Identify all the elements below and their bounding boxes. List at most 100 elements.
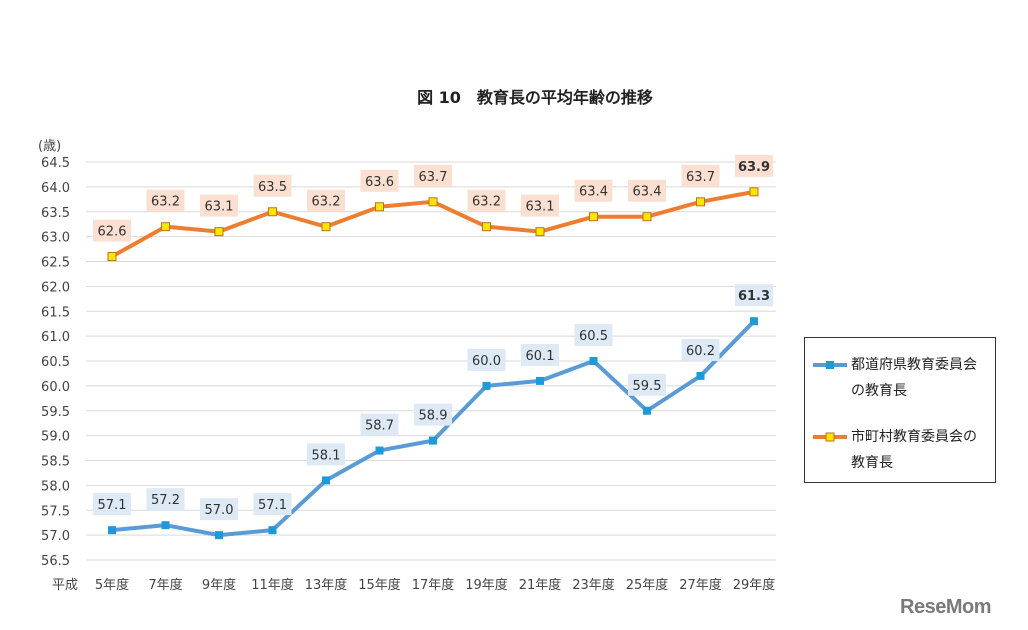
- data-point: [321, 222, 331, 232]
- y-axis-ticks: 56.5 57.0 57.5 58.0 58.5 59.0 59.5 60.0 60.5 61.0…: [41, 156, 70, 569]
- data-label: 63.5: [258, 180, 287, 195]
- x-tick-label: 15年度: [358, 577, 401, 593]
- data-point: [696, 371, 705, 380]
- x-tick-label: 11年度: [251, 577, 294, 593]
- x-axis-era-label: 平成: [52, 578, 78, 593]
- data-labels: 57.1 57.2 57.0 57.1 58.1 58.7 58.9 60.0 60.1 60.5…: [93, 154, 773, 521]
- y-tick-label: 62.0: [41, 280, 70, 295]
- data-label-bg: [628, 179, 666, 202]
- legend-label-prefectural-line2: の教育長: [851, 383, 907, 399]
- data-label: 63.2: [312, 195, 341, 210]
- data-label-bg: [253, 493, 292, 516]
- data-label-bg: [360, 169, 399, 192]
- y-tick-label: 63.5: [41, 206, 70, 221]
- x-tick-label: 25年度: [626, 577, 669, 593]
- data-label: 63.4: [633, 185, 662, 200]
- data-label-bg: [574, 324, 613, 346]
- data-label-bg: [681, 338, 720, 361]
- data-label: 57.1: [258, 498, 287, 513]
- data-label: 60.0: [472, 354, 501, 369]
- x-axis-ticks: 5年度 7年度 9年度 11年度 13年度 15年度 17年度 19年度 21年度 23年度 25年…: [95, 577, 775, 593]
- data-label-bg: [467, 348, 506, 371]
- data-label-bg: [146, 488, 185, 511]
- data-label-bg: [253, 174, 292, 197]
- legend-label-prefectural-line1: 都道府県教育委員会: [851, 357, 977, 373]
- data-label: 57.1: [98, 498, 127, 513]
- legend-label-municipal-line1: 市町村教育委員会の: [851, 429, 977, 445]
- data-point: [536, 376, 544, 385]
- series-lines: [107, 187, 759, 540]
- data-label: 58.9: [419, 409, 448, 424]
- data-label-bg: [681, 164, 720, 187]
- data-point: [749, 187, 759, 197]
- legend-swatch-municipal: [813, 432, 847, 442]
- data-label: 60.2: [686, 344, 715, 359]
- data-label: 59.5: [633, 379, 662, 394]
- data-point: [429, 436, 437, 445]
- data-point: [161, 222, 170, 232]
- y-tick-label: 60.0: [41, 380, 70, 395]
- y-tick-label: 59.0: [41, 430, 70, 445]
- data-label-bg: [735, 284, 773, 307]
- data-label-bg: [146, 189, 185, 212]
- data-label-bg: [628, 373, 666, 396]
- chart-title: 図 10 教育長の平均年齢の推移: [417, 88, 653, 107]
- data-point: [107, 252, 117, 262]
- legend-swatch-prefectural: [813, 361, 847, 369]
- x-tick-label: 17年度: [412, 577, 455, 593]
- data-label-bg: [414, 164, 452, 187]
- y-tick-label: 58.5: [41, 455, 70, 470]
- data-label-bg: [93, 493, 131, 516]
- data-label: 61.3: [738, 289, 770, 304]
- data-label-bg: [307, 189, 345, 212]
- data-point: [215, 531, 223, 540]
- data-label: 63.6: [365, 175, 394, 190]
- data-label: 57.0: [205, 503, 234, 518]
- x-tick-label: 13年度: [305, 577, 348, 593]
- data-label-bg: [521, 343, 559, 366]
- data-label: 60.5: [579, 329, 608, 344]
- y-tick-label: 57.5: [41, 504, 70, 519]
- data-point: [750, 317, 758, 326]
- y-tick-label: 62.5: [41, 256, 70, 271]
- data-label-bg: [360, 413, 399, 436]
- data-point: [214, 227, 224, 237]
- legend-label-municipal-line2: 教育長: [851, 455, 893, 471]
- data-label: 63.9: [738, 160, 770, 175]
- data-label-bg: [574, 179, 613, 202]
- data-label: 63.2: [151, 195, 180, 210]
- data-point: [482, 222, 491, 232]
- data-label: 63.7: [686, 170, 715, 185]
- data-point: [643, 406, 651, 415]
- y-tick-label: 57.0: [41, 529, 70, 544]
- data-label: 58.1: [312, 448, 341, 463]
- data-label-bg: [521, 194, 559, 217]
- y-tick-label: 61.5: [41, 305, 70, 320]
- y-tick-label: 61.0: [41, 330, 70, 345]
- data-point: [642, 212, 652, 222]
- y-axis-unit-label: (歳): [38, 139, 61, 154]
- resemom-logo: ReseMom: [900, 596, 991, 618]
- y-tick-label: 56.5: [41, 554, 70, 569]
- legend: 都道府県教育委員会 の教育長 市町村教育委員会の 教育長: [804, 337, 996, 483]
- data-point: [108, 526, 116, 535]
- data-point: [482, 381, 491, 390]
- data-label: 63.4: [579, 185, 608, 200]
- y-tick-label: 59.5: [41, 405, 70, 420]
- data-point: [268, 207, 277, 217]
- data-label: 60.1: [526, 349, 555, 364]
- data-point: [696, 197, 705, 207]
- x-tick-label: 27年度: [679, 577, 722, 593]
- data-label-bg: [467, 189, 506, 212]
- data-point: [161, 521, 170, 530]
- x-tick-label: 7年度: [148, 577, 182, 593]
- y-tick-label: 60.5: [41, 355, 70, 370]
- data-label: 63.2: [472, 195, 501, 210]
- y-tick-label: 64.5: [41, 156, 70, 171]
- data-label: 62.6: [98, 225, 127, 240]
- data-label-bg: [735, 154, 773, 177]
- data-label: 58.7: [365, 419, 394, 434]
- data-label: 63.1: [205, 200, 234, 215]
- data-label: 63.7: [419, 170, 448, 185]
